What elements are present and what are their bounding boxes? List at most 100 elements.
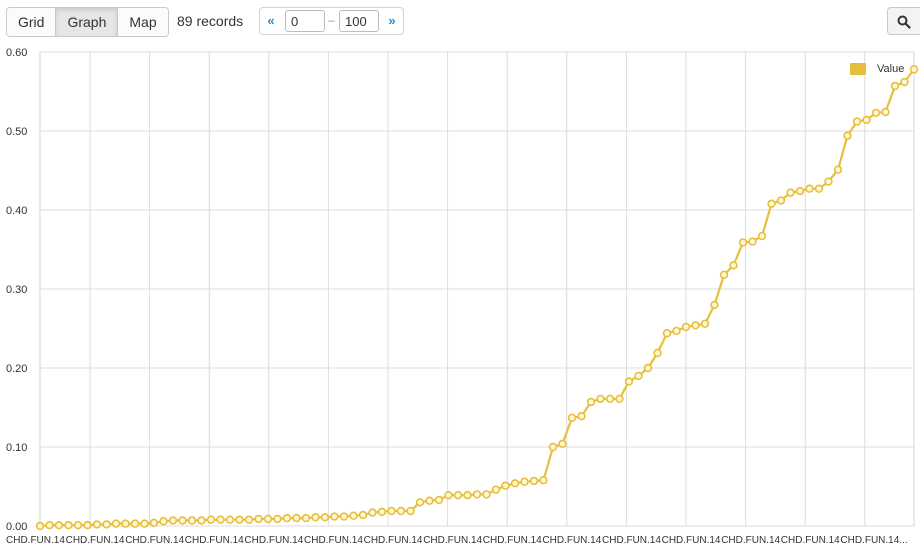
data-point[interactable]	[558, 439, 567, 449]
data-point[interactable]	[862, 115, 871, 125]
data-point[interactable]	[501, 481, 510, 490]
range-to-input[interactable]	[339, 10, 379, 32]
data-point[interactable]	[263, 514, 273, 524]
data-point[interactable]	[453, 490, 463, 500]
data-point[interactable]	[140, 519, 149, 528]
data-point[interactable]	[330, 512, 339, 521]
data-point[interactable]	[187, 516, 197, 525]
data-point[interactable]	[349, 511, 358, 520]
data-point[interactable]	[691, 321, 700, 330]
data-point[interactable]	[615, 394, 624, 404]
data-point[interactable]	[463, 490, 472, 500]
data-point[interactable]	[643, 363, 653, 373]
map-view-button[interactable]: Map	[118, 8, 168, 36]
data-point[interactable]	[368, 508, 377, 517]
data-point[interactable]	[434, 495, 444, 505]
data-point[interactable]	[719, 270, 729, 279]
data-point[interactable]	[900, 77, 909, 87]
data-point[interactable]	[244, 515, 254, 524]
data-point[interactable]	[805, 184, 814, 193]
data-point[interactable]	[168, 516, 178, 525]
data-point[interactable]	[206, 515, 216, 524]
data-point[interactable]	[406, 506, 415, 516]
data-point[interactable]	[634, 371, 643, 381]
data-point[interactable]	[102, 520, 111, 529]
data-point[interactable]	[539, 475, 548, 485]
data-point[interactable]	[577, 411, 586, 421]
data-point[interactable]	[83, 521, 92, 530]
range-from-input[interactable]	[285, 10, 325, 32]
data-point[interactable]	[529, 476, 539, 486]
data-point[interactable]	[197, 516, 206, 525]
grid-view-button[interactable]: Grid	[7, 8, 57, 36]
data-point[interactable]	[235, 515, 244, 524]
data-point[interactable]	[111, 519, 121, 528]
data-point[interactable]	[852, 117, 862, 126]
data-point[interactable]	[567, 413, 577, 422]
data-point[interactable]	[320, 513, 330, 522]
data-point[interactable]	[159, 517, 168, 526]
data-point[interactable]	[35, 521, 45, 531]
data-point[interactable]	[64, 521, 73, 530]
previous-page-button[interactable]: «	[267, 13, 275, 28]
data-point[interactable]	[596, 394, 605, 404]
data-point[interactable]	[216, 515, 225, 524]
graph-view-button[interactable]: Graph	[56, 8, 119, 36]
data-point[interactable]	[92, 520, 102, 529]
data-point[interactable]	[301, 513, 311, 523]
data-point[interactable]	[273, 514, 282, 524]
data-point[interactable]	[130, 519, 140, 528]
data-point[interactable]	[605, 394, 615, 404]
data-point[interactable]	[833, 165, 843, 174]
data-point[interactable]	[729, 261, 738, 270]
data-point[interactable]	[415, 498, 425, 507]
data-point[interactable]	[843, 131, 852, 140]
data-point[interactable]	[909, 65, 919, 74]
data-point[interactable]	[824, 177, 833, 186]
data-point[interactable]	[121, 519, 130, 528]
data-point[interactable]	[73, 521, 83, 530]
search-button[interactable]	[887, 7, 920, 35]
data-point[interactable]	[339, 512, 349, 521]
data-point[interactable]	[881, 107, 890, 117]
next-page-button[interactable]: »	[388, 13, 396, 28]
data-point[interactable]	[776, 196, 786, 205]
data-point[interactable]	[387, 506, 396, 516]
data-point[interactable]	[795, 186, 805, 196]
data-point[interactable]	[814, 184, 824, 193]
data-point[interactable]	[472, 490, 482, 499]
data-point[interactable]	[225, 515, 235, 524]
data-point[interactable]	[444, 490, 453, 500]
data-point[interactable]	[149, 518, 159, 528]
data-point[interactable]	[548, 442, 558, 452]
data-point[interactable]	[178, 516, 187, 525]
data-point[interactable]	[358, 510, 368, 520]
data-point[interactable]	[653, 348, 662, 358]
data-point[interactable]	[786, 188, 795, 197]
data-point[interactable]	[491, 485, 501, 494]
data-point[interactable]	[482, 490, 491, 499]
data-point[interactable]	[425, 496, 434, 505]
data-point[interactable]	[45, 521, 54, 530]
data-point[interactable]	[672, 326, 681, 336]
data-point[interactable]	[586, 397, 596, 407]
data-point[interactable]	[681, 322, 691, 332]
data-point[interactable]	[767, 199, 776, 208]
data-point[interactable]	[254, 514, 263, 524]
data-point[interactable]	[624, 377, 634, 386]
data-point[interactable]	[311, 513, 320, 522]
data-point[interactable]	[377, 507, 387, 516]
data-point[interactable]	[396, 506, 406, 516]
data-point[interactable]	[738, 238, 748, 247]
data-point[interactable]	[662, 329, 672, 338]
data-point[interactable]	[748, 237, 757, 246]
data-point[interactable]	[757, 231, 767, 241]
data-point[interactable]	[710, 300, 719, 309]
data-point[interactable]	[700, 319, 710, 328]
data-point[interactable]	[54, 521, 64, 530]
data-point[interactable]	[871, 108, 881, 118]
data-point[interactable]	[890, 81, 900, 91]
data-point[interactable]	[292, 513, 301, 523]
data-point[interactable]	[520, 477, 529, 486]
data-point[interactable]	[510, 479, 520, 488]
